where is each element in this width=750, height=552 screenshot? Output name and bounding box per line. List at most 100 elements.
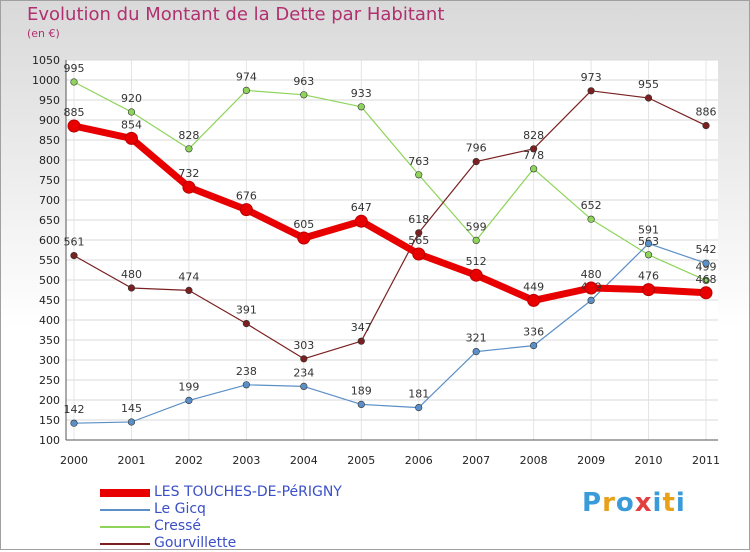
y-tick-label: 200 [39,394,60,407]
data-label: 732 [178,167,199,180]
data-point [70,419,78,427]
legend-swatch [100,508,150,511]
data-label: 234 [293,366,314,379]
data-label: 963 [293,75,314,88]
data-label: 763 [408,155,429,168]
data-label: 480 [581,268,602,281]
data-label: 199 [178,380,199,393]
data-label: 605 [293,218,314,231]
data-label: 796 [466,142,487,155]
data-point [124,131,138,145]
data-label: 778 [523,149,544,162]
data-point [472,348,480,356]
data-label: 854 [121,118,142,131]
data-point [699,286,713,300]
data-label: 885 [64,106,85,119]
data-label: 828 [523,129,544,142]
data-label: 995 [64,62,85,75]
data-label: 933 [351,87,372,100]
data-point [412,247,426,261]
data-label: 303 [293,339,314,352]
data-point [300,355,308,363]
data-label: 512 [466,255,487,268]
y-tick-label: 700 [39,194,60,207]
data-label: 599 [466,220,487,233]
data-point [587,296,595,305]
legend-swatch [100,542,150,545]
y-tick-label: 300 [39,354,60,367]
data-label: 542 [696,243,717,256]
data-label: 468 [696,273,717,286]
data-label: 591 [638,224,659,237]
y-tick-label: 900 [39,114,60,127]
y-tick-label: 100 [39,434,60,447]
data-point [357,400,365,409]
data-point [530,342,538,350]
x-tick-label: 2005 [347,454,375,467]
data-label: 618 [408,213,429,226]
data-point [297,231,311,245]
data-point [67,119,81,133]
data-point [530,165,538,173]
data-label: 391 [236,304,257,317]
data-label: 189 [351,384,372,397]
data-point [357,337,365,345]
data-point [702,259,710,267]
data-label: 828 [178,129,199,142]
x-tick-label: 2003 [232,454,260,467]
data-point [70,78,78,86]
x-tick-label: 2011 [692,454,720,467]
data-label: 955 [638,78,659,91]
chart-subtitle: (en €) [27,27,60,40]
data-label: 499 [696,260,717,273]
data-label: 647 [351,201,372,214]
data-point [472,158,480,166]
data-label: 321 [466,332,487,345]
x-tick-label: 2000 [60,454,88,467]
y-tick-label: 150 [39,414,60,427]
data-label: 886 [696,106,717,119]
data-point [644,251,653,259]
data-label: 347 [351,321,372,334]
data-point [182,180,196,194]
y-tick-label: 750 [39,174,60,187]
series-line [73,81,707,281]
data-point [239,203,253,217]
data-label: 474 [178,270,199,283]
data-point [354,214,368,228]
plot-area [66,60,718,440]
legend-swatch [100,525,150,528]
data-label: 652 [581,199,602,212]
y-tick-label: 400 [39,314,60,327]
data-point [70,252,78,260]
data-label: 238 [236,365,257,378]
data-point [127,418,136,426]
legend-label: LES TOUCHES-DE-PéRIGNY [154,484,342,500]
data-label: 974 [236,70,257,83]
data-point [242,381,250,389]
x-tick-label: 2009 [577,454,605,467]
x-tick-label: 2002 [175,454,203,467]
data-point [357,103,365,111]
data-point [415,404,423,412]
x-tick-label: 2006 [405,454,433,467]
legend-label: Gourvillette [154,535,237,551]
x-tick-label: 2010 [635,454,663,467]
data-label: 145 [121,402,142,415]
data-point [415,171,423,179]
data-label: 565 [408,234,429,247]
data-label: 181 [408,388,429,401]
data-point [642,283,656,297]
series-line [70,122,710,304]
data-label: 676 [236,190,257,203]
y-tick-label: 500 [39,274,60,287]
data-label: 336 [523,326,544,339]
legend-swatch [100,488,150,497]
data-point [587,215,595,223]
x-tick-label: 2008 [520,454,548,467]
data-point [472,236,480,244]
data-point [415,229,423,237]
y-tick-label: 350 [39,334,60,347]
data-point [300,382,308,391]
